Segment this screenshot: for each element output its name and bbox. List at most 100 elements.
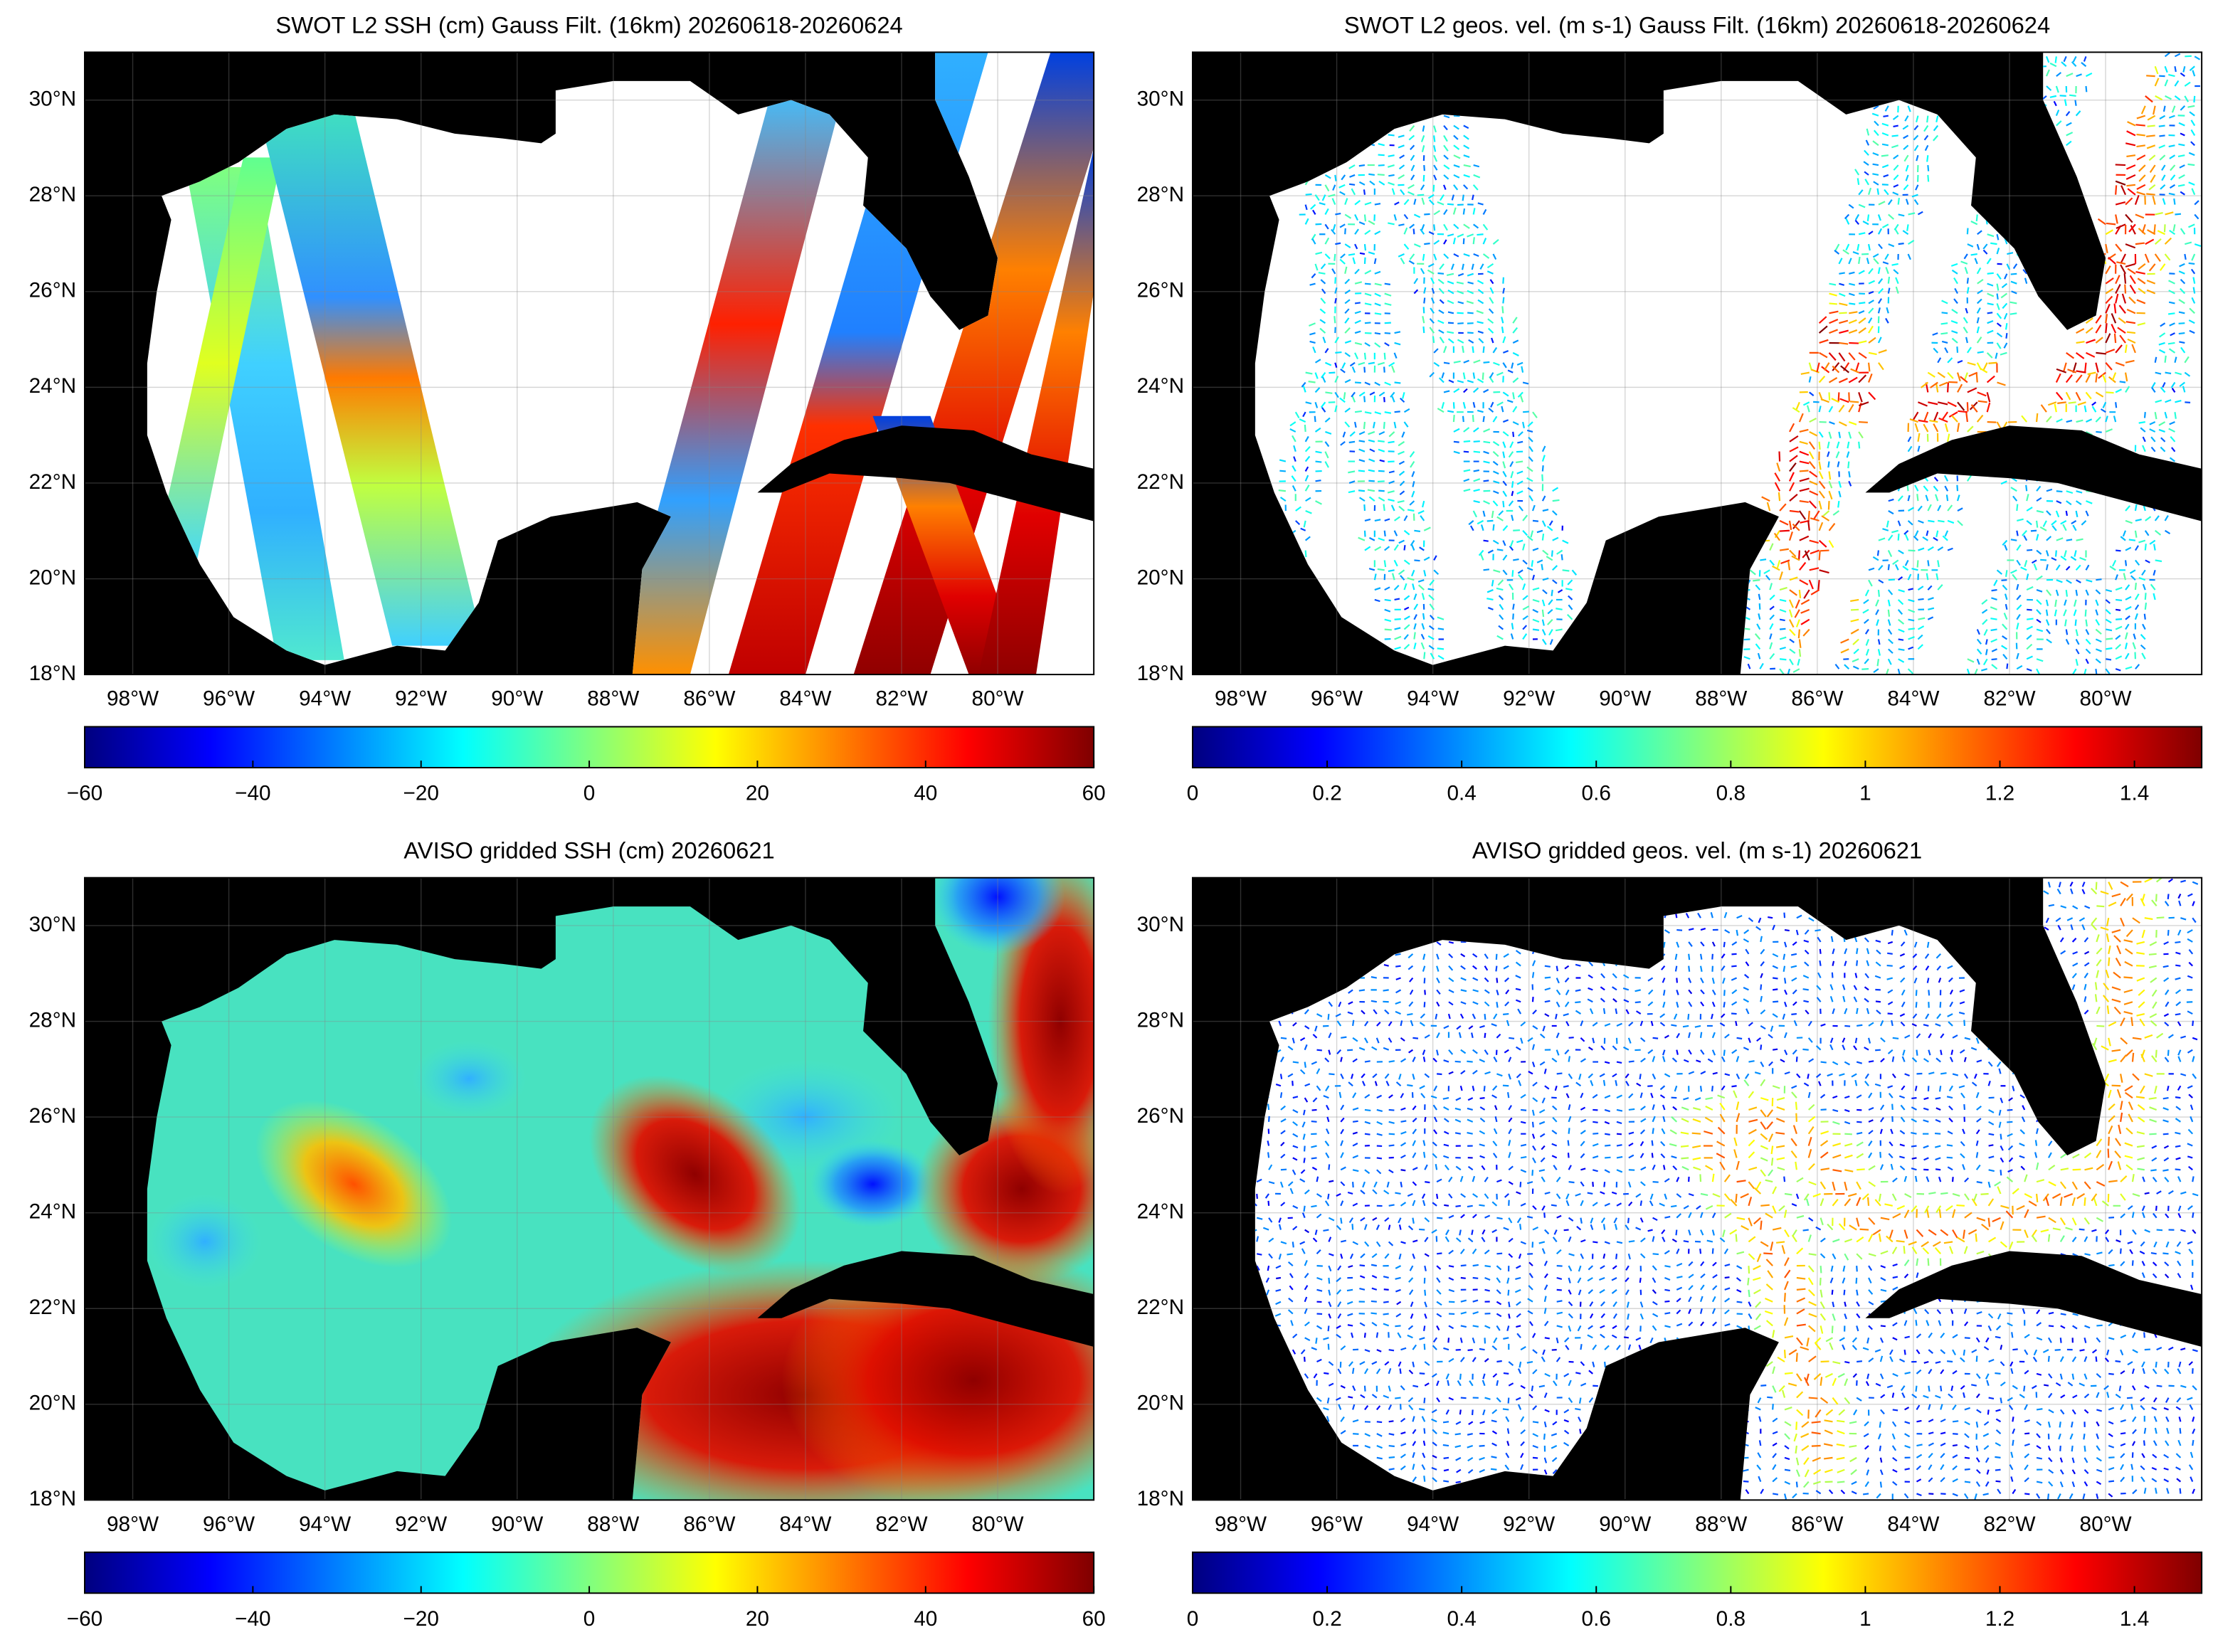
vector-arrows [1279, 191, 2185, 606]
vector-arrows [1354, 267, 2148, 640]
vector-arrows [1326, 965, 2157, 1483]
vector-arrows [1930, 381, 1938, 388]
vector-arrows [2148, 184, 2156, 191]
vector-arrows [1758, 300, 2137, 630]
vector-arrows [1967, 387, 1977, 393]
vector-arrows [1276, 894, 2197, 1399]
vector-arrows [2136, 144, 2145, 148]
vector-arrows [2036, 618, 2042, 623]
vector-arrows [1748, 1073, 2153, 1171]
vector-arrows [1819, 253, 2150, 552]
vector-arrows [1788, 351, 1828, 530]
vector-arrows [1403, 154, 2186, 645]
vector-arrows [2036, 1215, 2046, 1219]
lat-tick-label: 20°N [1137, 566, 1184, 589]
vector-arrows [1818, 376, 1826, 383]
vector-arrows [1819, 1217, 1824, 1226]
cuba [757, 425, 1094, 521]
vector-arrows [1717, 1091, 1804, 1183]
lon-tick-label: 88°W [1695, 1513, 1747, 1536]
vector-arrows [1289, 144, 2176, 675]
vector-arrows [1809, 373, 2061, 571]
vector-arrows [1716, 1140, 1726, 1147]
vector-arrows [1413, 188, 2132, 610]
vector-arrows [1933, 411, 1939, 422]
vector-arrows [1398, 221, 2077, 630]
vector-arrows [2129, 285, 2136, 295]
vector-arrows [1329, 929, 2121, 1415]
colorbar-tick-label: 1 [1859, 1607, 1871, 1631]
vector-arrows [1868, 1217, 1876, 1225]
vector-arrows [1748, 881, 2142, 1227]
vector-arrows [1765, 1017, 2134, 1266]
vector-arrows [2024, 1174, 2028, 1182]
vector-arrows [1824, 1020, 2157, 1483]
vector-arrows [2124, 344, 2128, 354]
vector-arrows [1790, 1125, 1860, 1303]
vector-arrows [1354, 281, 1926, 630]
vector-arrows [1878, 1233, 1881, 1242]
vector-arrows [1772, 1227, 1782, 1231]
vector-arrows [1809, 480, 1818, 486]
vector-arrows [1926, 530, 1929, 536]
vector-arrows [1304, 204, 1514, 551]
vector-arrows [2149, 1118, 2157, 1123]
vector-arrows [1753, 1133, 1864, 1330]
vector-arrows [1800, 218, 2106, 614]
vector-arrows [1364, 977, 2157, 1422]
vector-arrows [1972, 1193, 1977, 1202]
vector-arrows [1420, 139, 1870, 640]
vector-arrows [1305, 152, 2195, 664]
vector-arrows [1315, 272, 2008, 571]
vector-arrows [2139, 1085, 2145, 1094]
vector-arrows [1810, 549, 1819, 555]
vector-arrows [1290, 105, 2176, 650]
vector-arrows [1819, 569, 1829, 574]
vector-arrows [1858, 321, 2136, 359]
vector-arrows [1328, 929, 2145, 1499]
vector-arrows [1321, 115, 2126, 643]
vector-arrows [1498, 408, 2146, 630]
colorbar-tick-label: 0.2 [1312, 1607, 1341, 1631]
vector-arrows [1344, 154, 2146, 645]
vector-arrows [1368, 251, 2186, 626]
vector-arrows [1832, 1143, 2110, 1202]
vector-arrows [1344, 322, 2185, 596]
vector-arrows [1798, 510, 1807, 520]
vector-arrows [1334, 362, 1338, 368]
vector-arrows [1800, 302, 1866, 375]
panel-title: AVISO gridded geos. vel. (m s-1) 2026062… [1472, 837, 1922, 864]
vector-arrows [1384, 510, 1894, 591]
vector-arrows [1444, 1034, 2013, 1495]
vector-arrows [1839, 312, 1847, 314]
vector-arrows [1292, 1022, 2170, 1483]
vector-arrows [1926, 1193, 2098, 1218]
vector-arrows [1256, 973, 2182, 1483]
vector-arrows [2056, 368, 2067, 374]
vector-arrows [1315, 180, 2165, 624]
lat-tick-label: 28°N [29, 1008, 76, 1032]
vector-arrows [1789, 238, 2155, 452]
vector-arrows [1868, 351, 1877, 356]
vector-arrows [1432, 1049, 2157, 1355]
vector-arrows [1301, 950, 2175, 1470]
vector-arrows [1373, 154, 2156, 660]
map-body [85, 877, 1094, 1500]
vector-arrows [1384, 498, 1894, 551]
vector-arrows [1799, 225, 2136, 482]
vector-arrows [1433, 1037, 2157, 1472]
vector-arrows [1310, 203, 1929, 660]
vector-arrows [1829, 319, 1839, 324]
vector-arrows [1447, 989, 2157, 1471]
lat-tick-label: 26°N [29, 279, 76, 302]
vector-arrows [1311, 984, 2115, 1415]
vector-arrows [1363, 115, 2019, 512]
vector-arrows [2096, 1138, 2103, 1147]
vector-arrows [1394, 191, 2185, 601]
vector-arrows [1747, 1192, 2140, 1286]
vector-arrows [1828, 392, 1831, 401]
vector-arrows [1443, 1049, 2145, 1354]
vector-arrows [2147, 115, 2156, 121]
vector-arrows [1956, 1193, 2033, 1207]
vector-arrows [1840, 365, 1849, 374]
